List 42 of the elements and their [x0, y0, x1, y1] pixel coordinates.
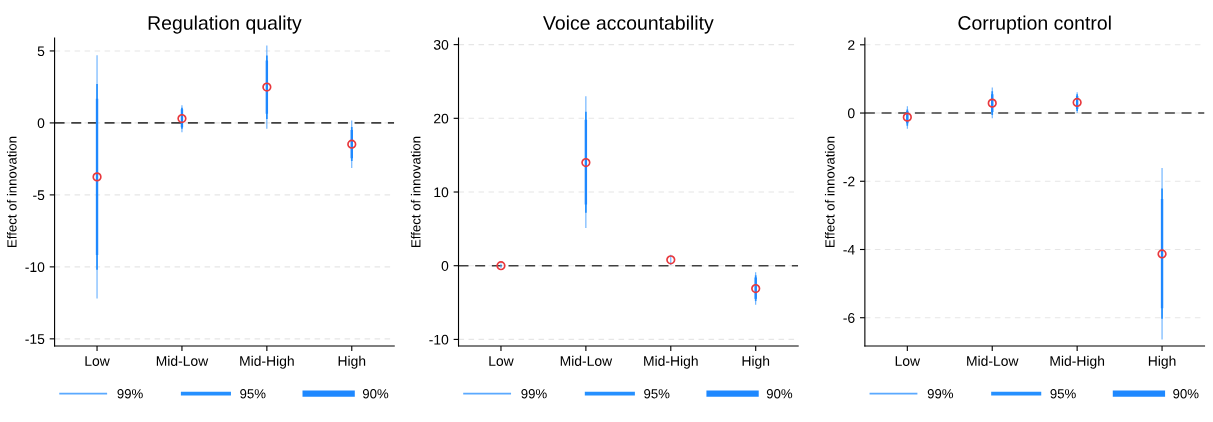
legend-label: 99%: [927, 389, 954, 399]
x-tick-label: High: [1148, 355, 1176, 369]
y-tick-label: -6: [843, 313, 855, 323]
x-tick-label: Low: [85, 356, 110, 366]
y-tick-label: 10: [434, 187, 449, 198]
y-tick-label: 0: [847, 108, 855, 119]
y-tick-label: 5: [37, 46, 45, 57]
x-tick-label: Mid-High: [240, 355, 294, 369]
legend-label: 99%: [117, 389, 143, 399]
x-tick-label: Mid-Low: [156, 355, 209, 366]
chart-title: Regulation quality: [148, 15, 302, 34]
y-axis-title: Effect of innovation: [6, 136, 17, 247]
x-tick-label: Mid-Low: [967, 355, 1019, 366]
y-tick-label: -10: [25, 262, 45, 273]
legend-label: 90%: [766, 389, 793, 399]
y-axis-title: Effect of innovation: [410, 136, 421, 247]
y-tick-label: -10: [429, 334, 449, 345]
x-tick-label: High: [338, 355, 366, 369]
y-tick-label: -5: [33, 190, 45, 201]
y-tick-label: -4: [843, 244, 855, 255]
legend-label: 99%: [521, 389, 547, 399]
legend-label: 95%: [1050, 389, 1076, 399]
y-axis-title: Effect of innovation: [824, 136, 835, 247]
chart-title: Voice accountability: [543, 15, 714, 34]
x-tick-label: Mid-High: [1050, 355, 1105, 369]
legend-label: 95%: [644, 389, 670, 399]
legend-label: 90%: [362, 389, 389, 399]
x-tick-label: Low: [489, 356, 514, 366]
y-tick-label: 0: [441, 261, 449, 271]
y-tick-label: -2: [843, 176, 855, 187]
y-tick-label: 30: [433, 39, 449, 50]
legend-label: 90%: [1173, 389, 1199, 399]
y-tick-label: -15: [25, 334, 45, 345]
y-tick-label: 2: [848, 40, 855, 50]
x-tick-label: Low: [895, 356, 921, 366]
y-tick-label: 0: [37, 118, 45, 129]
x-tick-label: Mid-High: [644, 355, 698, 369]
legend-label: 95%: [240, 389, 266, 399]
x-tick-label: High: [742, 355, 770, 369]
x-tick-label: Mid-Low: [560, 355, 613, 366]
chart-title: Corruption control: [958, 15, 1111, 34]
y-tick-label: 20: [434, 113, 449, 124]
